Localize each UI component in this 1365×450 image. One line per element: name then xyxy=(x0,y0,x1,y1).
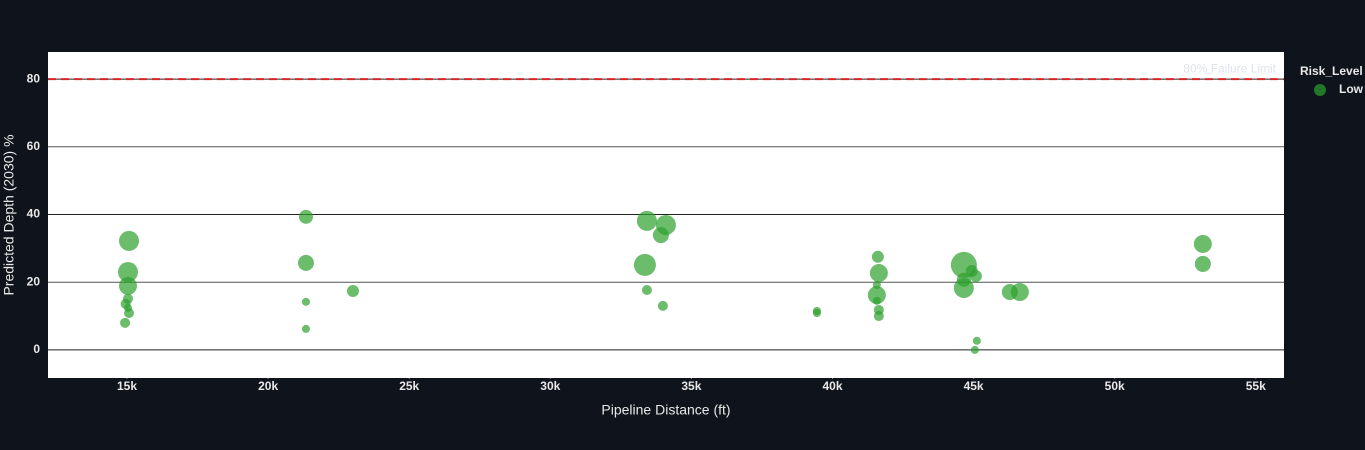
x-tick-label: 40k xyxy=(822,379,842,393)
bubble xyxy=(867,286,886,305)
bubble xyxy=(1194,255,1211,272)
x-tick-label: 30k xyxy=(540,379,560,393)
legend-marker xyxy=(1314,84,1326,96)
y-tick-label: 20 xyxy=(27,274,41,288)
bubble xyxy=(969,270,982,283)
legend-title: Risk_Level xyxy=(1300,64,1363,78)
bubble xyxy=(641,284,652,295)
bubble xyxy=(652,227,669,244)
y-tick-label: 60 xyxy=(27,139,41,153)
x-tick-label: 15k xyxy=(117,379,137,393)
bubble xyxy=(1193,234,1212,253)
legend-label: Low xyxy=(1339,82,1364,96)
x-tick-label: 55k xyxy=(1246,379,1266,393)
bubble xyxy=(346,284,359,297)
x-tick-label: 25k xyxy=(399,379,419,393)
bubble xyxy=(633,253,656,276)
bubble xyxy=(124,308,135,319)
x-tick-label: 50k xyxy=(1105,379,1125,393)
bubble xyxy=(298,209,313,224)
bubble xyxy=(301,297,310,306)
bubble xyxy=(119,276,138,295)
threshold-label: 80% Failure Limit xyxy=(1183,61,1276,75)
y-axis-title: Predicted Depth (2030) % xyxy=(1,134,17,295)
bubble xyxy=(812,309,821,318)
bubble xyxy=(872,296,881,305)
bubble xyxy=(956,272,971,287)
x-axis-title: Pipeline Distance (ft) xyxy=(601,402,730,418)
bubble xyxy=(119,230,140,251)
bubble xyxy=(636,210,657,231)
y-tick-label: 40 xyxy=(27,207,41,221)
y-tick-label: 0 xyxy=(33,342,40,356)
x-tick-label: 20k xyxy=(258,379,278,393)
bubble xyxy=(972,336,981,345)
bubble xyxy=(970,345,979,354)
x-tick-label: 35k xyxy=(681,379,701,393)
bubble xyxy=(869,264,888,283)
bubble xyxy=(1010,283,1029,302)
bubble xyxy=(118,262,139,283)
bubble xyxy=(871,250,884,263)
bubble xyxy=(301,324,310,333)
bubble xyxy=(873,311,884,322)
bubble xyxy=(120,317,131,328)
bubble xyxy=(297,254,314,271)
y-tick-label: 80 xyxy=(27,71,41,85)
bubble xyxy=(657,300,668,311)
x-tick-label: 45k xyxy=(964,379,984,393)
